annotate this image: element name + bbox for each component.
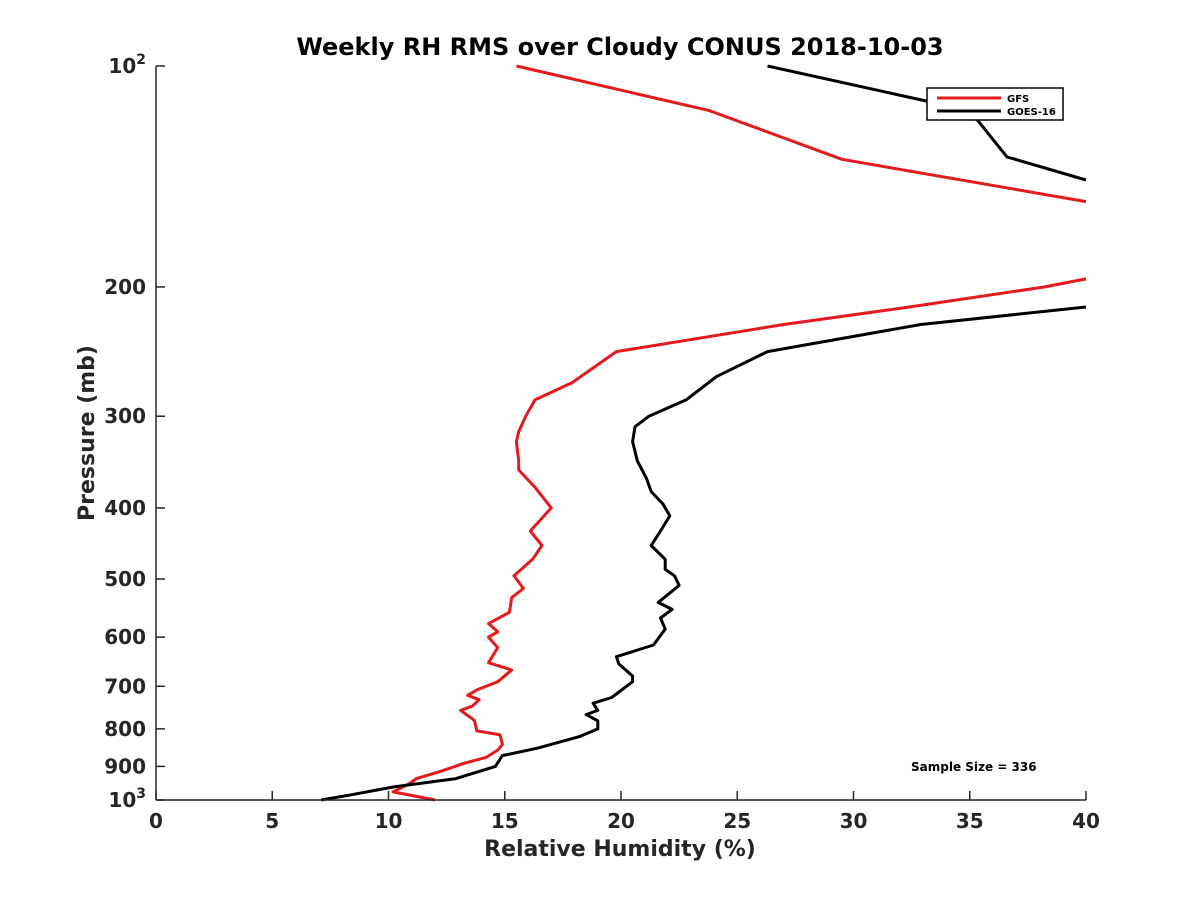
legend-label: GOES-16 bbox=[1007, 107, 1056, 118]
axes-layer: 0 5 10 15 20 25 30 35 40 102 200 300 400 500 600 700 800… bbox=[104, 52, 1100, 833]
x-tick-label: 10 bbox=[375, 809, 403, 833]
chart-title: Weekly RH RMS over Cloudy CONUS 2018-10-… bbox=[296, 33, 943, 61]
series-line-gfs-0 bbox=[391, 277, 1087, 802]
y-tick-label: 103 bbox=[108, 786, 146, 812]
y-tick-label: 700 bbox=[104, 674, 146, 698]
x-tick-label: 5 bbox=[265, 809, 279, 833]
series-line-goes-16-3 bbox=[767, 64, 1087, 182]
y-tick-label: 900 bbox=[104, 754, 146, 778]
x-tick-label: 35 bbox=[956, 809, 984, 833]
x-axis-label: Relative Humidity (%) bbox=[484, 837, 756, 862]
y-tick-label: 300 bbox=[104, 404, 146, 428]
legend: GFS GOES-16 bbox=[926, 87, 1064, 121]
x-tick-label: 20 bbox=[607, 809, 635, 833]
y-tick-label: 500 bbox=[104, 567, 146, 591]
y-tick-label: 800 bbox=[104, 717, 146, 741]
series-layer bbox=[320, 64, 1087, 802]
legend-box bbox=[926, 87, 1064, 121]
x-tick-label: 40 bbox=[1072, 809, 1100, 833]
y-tick-label: 400 bbox=[104, 496, 146, 520]
y-tick-label: 200 bbox=[104, 275, 146, 299]
series-line-goes-16-1 bbox=[320, 305, 1087, 802]
series-line-gfs-2 bbox=[516, 64, 1087, 204]
y-tick-label: 102 bbox=[108, 52, 146, 78]
sample-size-annotation: Sample Size = 336 bbox=[911, 760, 1037, 774]
y-tick-label: 600 bbox=[104, 625, 146, 649]
x-tick-label: 25 bbox=[723, 809, 751, 833]
legend-label: GFS bbox=[1007, 94, 1029, 105]
x-tick-label: 15 bbox=[491, 809, 519, 833]
x-tick-label: 30 bbox=[840, 809, 868, 833]
x-tick-label: 0 bbox=[149, 809, 163, 833]
y-axis-label: Pressure (mb) bbox=[75, 345, 100, 521]
